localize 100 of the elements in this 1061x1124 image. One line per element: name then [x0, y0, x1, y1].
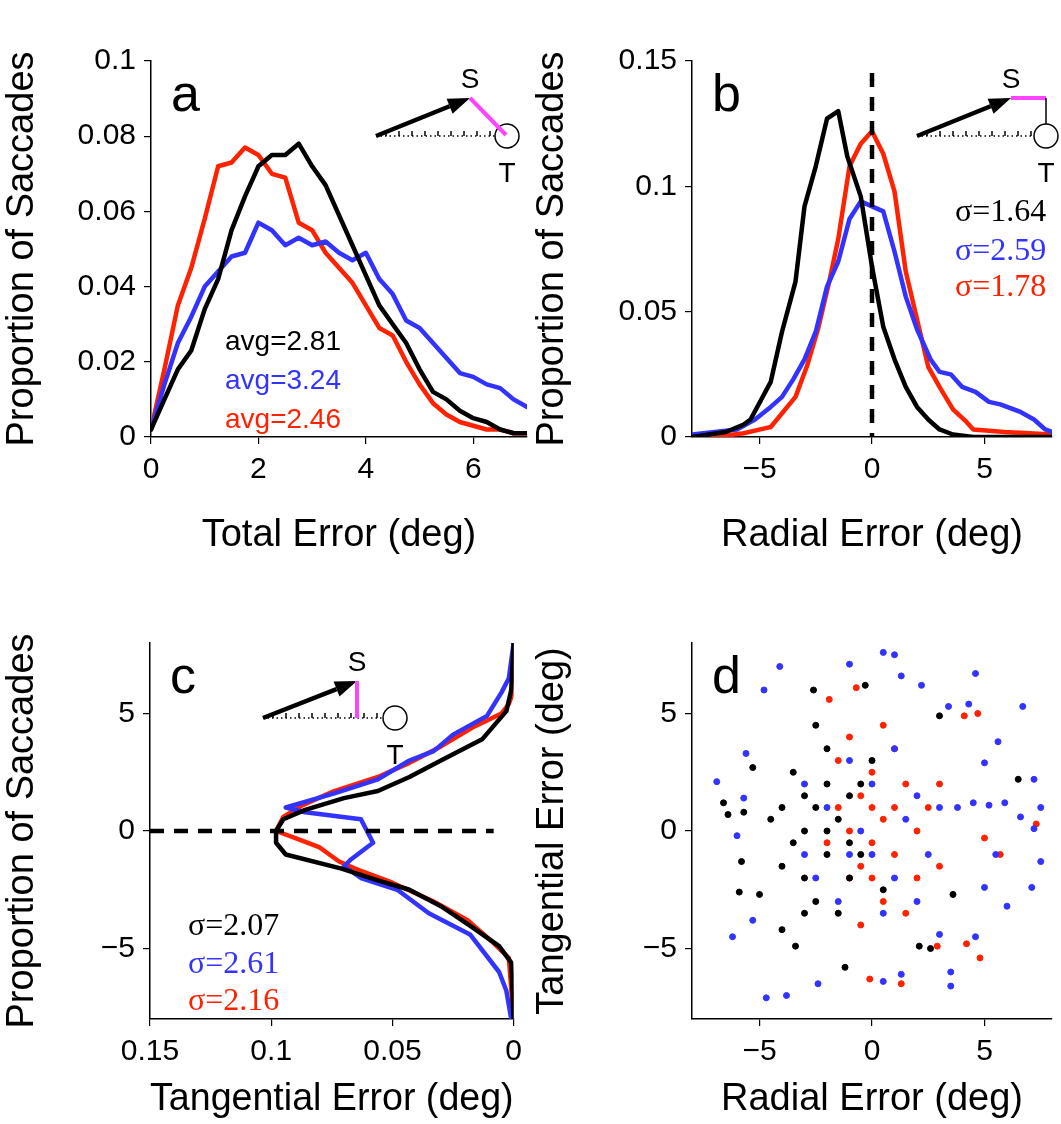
point [801, 827, 808, 835]
point [823, 839, 831, 847]
point [834, 804, 842, 811]
point [762, 994, 770, 1002]
x-tick-label: 0 [142, 451, 160, 485]
annotation: c [170, 646, 196, 705]
point [936, 862, 943, 870]
point [801, 792, 808, 800]
annotation: T [498, 157, 516, 188]
point [976, 954, 984, 962]
point [776, 663, 784, 670]
point [879, 721, 887, 729]
point [981, 834, 988, 842]
point [913, 792, 921, 800]
point [936, 780, 943, 788]
annotation: a [171, 64, 200, 123]
point [1028, 883, 1036, 891]
point [879, 648, 887, 656]
annotation: avg=2.81 [225, 324, 341, 356]
point [879, 886, 887, 894]
y-tick-label: 5 [118, 694, 135, 728]
x-tick-label: 5 [976, 451, 993, 485]
point [954, 804, 961, 811]
point [897, 672, 905, 680]
point [778, 804, 786, 811]
point [823, 780, 831, 788]
x-tick-label: 0.05 [363, 1033, 422, 1067]
point [1030, 775, 1038, 783]
point [897, 980, 905, 988]
annotation: σ=2.07 [188, 906, 280, 943]
x-tick-label: 4 [357, 451, 375, 485]
point [846, 792, 853, 800]
point [738, 858, 745, 866]
point [812, 721, 820, 729]
point [1037, 804, 1045, 811]
y-axis-title: Proportion of Saccades [0, 633, 42, 1029]
annotation: avg=3.24 [225, 363, 341, 395]
y-tick-label: 0.1 [94, 42, 136, 76]
annotation: avg=2.46 [225, 402, 341, 434]
annotation: b [712, 64, 741, 123]
y-tick-label: 0 [660, 812, 677, 846]
point [778, 862, 786, 870]
point [879, 909, 887, 917]
annotation: S [1001, 63, 1021, 94]
annotation: T [386, 739, 404, 770]
point [789, 768, 797, 776]
point [891, 874, 898, 882]
point [724, 811, 732, 819]
y-tick-label: 0 [660, 418, 677, 452]
y-tick-label: 0.08 [77, 117, 136, 151]
point [868, 804, 876, 811]
point [913, 898, 921, 905]
y-tick-label: 0.05 [618, 292, 677, 326]
point [1017, 813, 1024, 821]
point [868, 874, 876, 882]
y-tick-label: −5 [642, 929, 677, 963]
point [783, 992, 790, 999]
point [812, 804, 820, 811]
point [834, 898, 842, 905]
point [733, 832, 741, 840]
point [801, 780, 808, 788]
point [857, 851, 865, 858]
point [879, 898, 887, 905]
point [913, 827, 921, 835]
x-tick-label: 0 [863, 1033, 881, 1067]
point [749, 916, 757, 924]
point [742, 749, 750, 757]
point [846, 660, 853, 668]
y-axis-title: Proportion of Saccades [529, 51, 572, 447]
point [1003, 902, 1011, 910]
point [720, 799, 727, 807]
x-tick-label: 0.1 [250, 1033, 293, 1067]
point [735, 888, 743, 896]
point [852, 684, 860, 692]
x-tick-label: 0 [863, 451, 881, 485]
point [812, 898, 820, 905]
point [972, 933, 979, 941]
point [713, 778, 721, 786]
point [868, 851, 876, 858]
point [729, 933, 736, 941]
point [841, 963, 849, 971]
x-tick-label: −5 [742, 1033, 777, 1067]
point [963, 940, 970, 948]
point [949, 890, 957, 898]
point [756, 890, 763, 898]
y-tick-label: 0.1 [635, 167, 677, 201]
point [868, 839, 876, 847]
point [945, 702, 952, 710]
point [915, 942, 923, 950]
point [834, 757, 842, 764]
point [947, 982, 955, 990]
point [857, 792, 865, 800]
point [879, 977, 887, 985]
point [936, 712, 943, 720]
annotation: σ=2.59 [955, 231, 1047, 268]
point [965, 700, 973, 708]
point [972, 670, 979, 678]
point [936, 930, 943, 938]
x-tick-label: −5 [742, 451, 777, 485]
point [891, 651, 898, 659]
